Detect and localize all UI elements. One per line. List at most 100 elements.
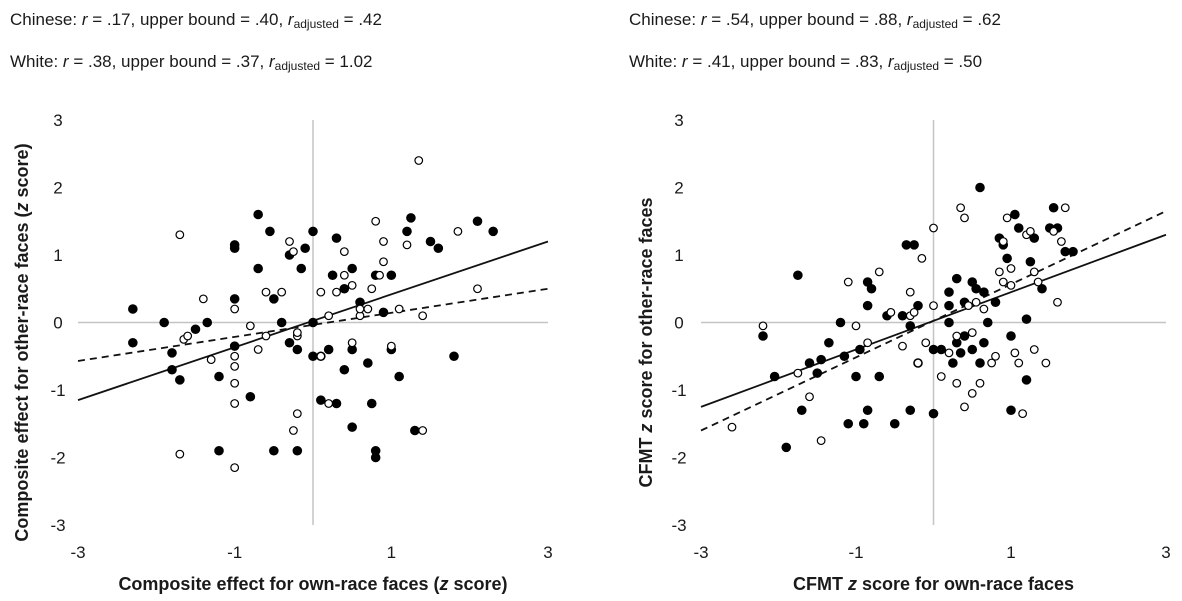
stat-line-white: White: r = .41, upper bound = .83, radju… — [629, 52, 983, 73]
data-point-filled — [975, 182, 985, 193]
data-point-open — [909, 307, 919, 317]
data-point-filled — [347, 263, 357, 274]
data-point-open — [289, 426, 298, 435]
data-point-open — [1029, 267, 1039, 277]
data-point-open — [886, 307, 896, 317]
data-point-open — [1025, 226, 1035, 236]
data-point-filled — [269, 294, 279, 304]
data-point-filled — [308, 351, 318, 362]
data-point-open — [971, 297, 981, 307]
data-point-filled — [394, 371, 404, 382]
data-point-open — [230, 378, 240, 388]
data-point-filled — [159, 317, 169, 328]
data-point-open — [379, 237, 388, 246]
data-point-open — [371, 216, 381, 226]
data-point-open — [375, 270, 384, 280]
data-point-filled — [975, 358, 985, 368]
data-point-filled — [284, 337, 295, 348]
data-point-open — [898, 341, 907, 351]
data-point-filled — [214, 371, 224, 382]
data-point-filled — [758, 331, 768, 341]
data-point-open — [758, 321, 768, 331]
y-tick-label: -3 — [50, 516, 65, 535]
data-point-filled — [292, 344, 303, 355]
data-point-open — [1014, 358, 1024, 368]
y-tick-label: -2 — [50, 449, 65, 468]
y-tick-label: 2 — [53, 179, 62, 198]
y-tick-label: 3 — [53, 111, 62, 130]
data-point-filled — [781, 442, 792, 453]
data-point-open — [1006, 264, 1016, 273]
data-point-filled — [472, 216, 483, 227]
x-tick-label: 1 — [1006, 543, 1015, 562]
data-point-filled — [378, 307, 389, 318]
data-point-open — [230, 463, 240, 473]
data-point-open — [230, 399, 240, 408]
x-tick-label: -3 — [693, 543, 708, 562]
data-point-filled — [406, 213, 416, 223]
panel-right: Chinese: r = .54, upper bound = .88, rad… — [591, 0, 1182, 601]
data-point-open — [206, 355, 216, 365]
data-point-open — [175, 230, 185, 240]
data-point-filled — [979, 287, 989, 297]
data-point-filled — [370, 452, 381, 463]
data-point-open — [1010, 348, 1020, 358]
data-point-open — [1018, 409, 1028, 419]
data-point-filled — [331, 398, 342, 409]
data-point-filled — [1006, 331, 1016, 341]
data-point-open — [453, 226, 463, 236]
y-tick-label: 0 — [53, 314, 62, 333]
data-point-filled — [1021, 314, 1032, 324]
x-axis-label: Composite effect for own-race faces (z s… — [118, 574, 507, 594]
data-point-open — [960, 402, 969, 412]
data-point-open — [1006, 280, 1016, 290]
data-point-filled — [308, 226, 318, 237]
data-point-filled — [979, 337, 989, 348]
data-point-open — [843, 277, 853, 287]
data-point-open — [905, 287, 915, 297]
data-point-open — [917, 253, 927, 263]
data-point-filled — [300, 243, 310, 254]
data-point-open — [277, 287, 287, 297]
data-point-open — [292, 409, 302, 419]
data-point-filled — [839, 351, 850, 362]
data-point-filled — [1068, 246, 1078, 257]
stat-line-white: White: r = .38, upper bound = .37, radju… — [10, 52, 373, 73]
data-point-open — [339, 247, 349, 257]
data-point-open — [414, 156, 424, 165]
data-point-open — [1053, 297, 1062, 307]
data-point-open — [386, 341, 396, 351]
data-point-filled — [214, 445, 224, 456]
data-point-open — [816, 436, 826, 446]
data-point-open — [367, 284, 377, 294]
data-point-filled — [835, 317, 846, 328]
data-point-open — [921, 338, 931, 348]
data-point-filled — [967, 344, 978, 355]
data-point-filled — [402, 226, 412, 237]
data-point-filled — [190, 324, 201, 335]
data-point-open — [998, 237, 1008, 246]
data-point-open — [230, 304, 240, 314]
data-point-open — [956, 203, 966, 213]
data-point-open — [379, 257, 388, 267]
data-point-filled — [386, 270, 397, 281]
data-point-open — [261, 331, 271, 341]
data-point-open — [994, 267, 1004, 277]
data-point-filled — [229, 294, 240, 304]
data-point-filled — [793, 270, 803, 281]
data-point-open — [316, 287, 326, 297]
data-point-open — [289, 247, 298, 257]
data-point-filled — [253, 263, 263, 274]
data-point-filled — [331, 233, 342, 243]
x-tick-label: -1 — [227, 543, 242, 562]
data-point-open — [975, 378, 985, 388]
panel-left: Chinese: r = .17, upper bound = .40, rad… — [10, 10, 553, 594]
data-point-open — [402, 240, 412, 250]
data-point-filled — [128, 337, 138, 348]
data-point-open — [198, 294, 208, 304]
data-point-filled — [866, 283, 877, 294]
data-point-filled — [339, 364, 350, 375]
data-point-filled — [229, 341, 240, 351]
data-point-filled — [905, 321, 916, 331]
data-point-open — [253, 345, 263, 354]
